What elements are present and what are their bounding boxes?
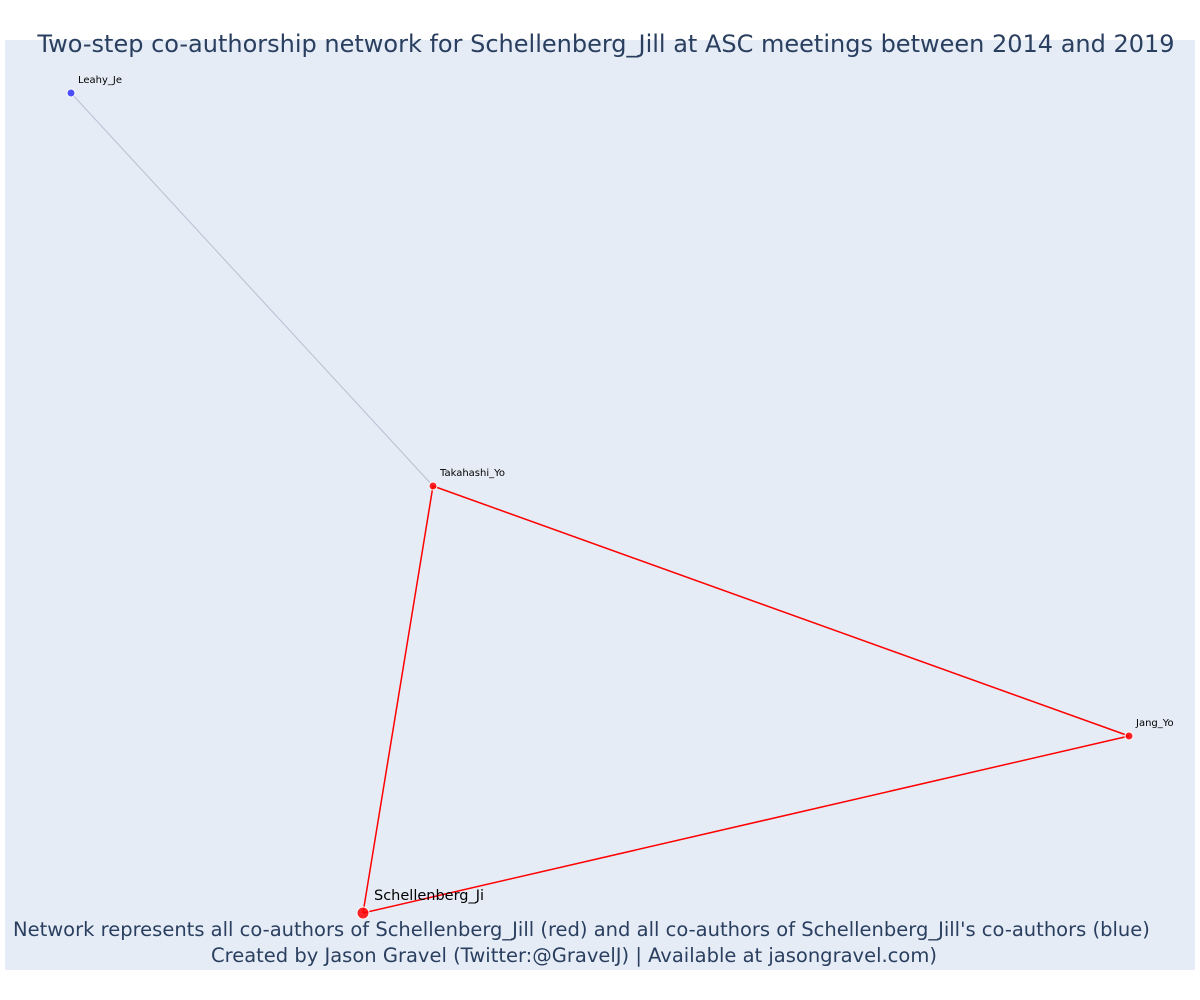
node-schellenberg[interactable] xyxy=(356,906,370,920)
plot-area xyxy=(5,40,1195,970)
node-jang[interactable] xyxy=(1124,731,1134,741)
edge-takahashi-leahy xyxy=(70,92,434,487)
node-takahashi[interactable] xyxy=(428,481,438,491)
edge-schellenberg-takahashi xyxy=(362,485,434,914)
node-layer: Schellenberg_Ji Takahashi_Yo Jang_Yo Leahy_… xyxy=(66,75,1174,920)
footer-caption: Network represents all co-authors of Sch… xyxy=(13,918,1150,941)
chart-title: Two-step co-authorship network for Schel… xyxy=(37,30,1175,58)
node-leahy[interactable] xyxy=(66,88,76,98)
footer-credit: Created by Jason Gravel (Twitter:@Gravel… xyxy=(211,944,937,967)
node-label-jang: Jang_Yo xyxy=(1135,718,1174,729)
node-label-schellenberg: Schellenberg_Ji xyxy=(374,888,484,904)
node-label-takahashi: Takahashi_Yo xyxy=(439,468,505,479)
edge-takahashi-jang xyxy=(432,485,1130,737)
edge-layer xyxy=(70,92,1130,914)
edge-schellenberg-jang xyxy=(362,735,1130,914)
node-label-leahy: Leahy_Je xyxy=(78,75,122,86)
